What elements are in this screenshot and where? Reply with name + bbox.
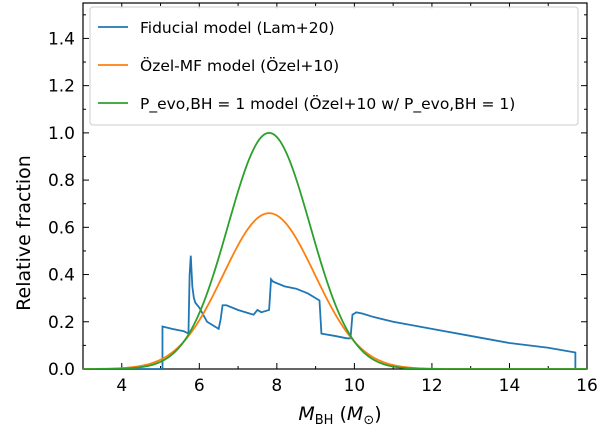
legend: Fiducial model (Lam+20) Özel-MF model (Öz… xyxy=(89,6,579,126)
y-tick-label: 1.4 xyxy=(48,29,75,49)
x-tick-label: 14 xyxy=(499,376,521,396)
series-layer xyxy=(83,131,587,369)
legend-entry-2: Özel-MF model (Özel+10) xyxy=(140,56,339,75)
y-axis-label: Relative fraction xyxy=(13,155,35,311)
y-tick-label: 0.2 xyxy=(48,313,75,333)
y-tick-label: 1.0 xyxy=(48,124,75,144)
x-tick-label: 12 xyxy=(421,376,443,396)
x-tick-label: 10 xyxy=(344,376,366,396)
y-tick-label: 0.8 xyxy=(48,171,75,191)
series-line-2 xyxy=(83,212,587,369)
y-tick-label: 1.2 xyxy=(48,77,75,97)
x-tick-label: 16 xyxy=(576,376,598,396)
x-axis-label: MBH (M⊙) xyxy=(298,403,381,428)
y-tick-label: 0.0 xyxy=(48,360,75,380)
x-tick-label: 6 xyxy=(194,376,205,396)
legend-entry-3: P_evo,BH = 1 model (Özel+10 w/ P_evo,BH … xyxy=(140,94,515,114)
plot-frame xyxy=(82,2,588,370)
legend-entry-1: Fiducial model (Lam+20) xyxy=(140,19,335,37)
y-tick-label: 0.6 xyxy=(48,218,75,238)
series-line-1 xyxy=(83,255,577,369)
series-line-3 xyxy=(83,131,587,369)
x-tick-label: 4 xyxy=(116,376,127,396)
y-tick-label: 0.4 xyxy=(48,266,75,286)
axes: 4 6 8 10 12 14 16 0.0 0.2 0.4 0.6 0.8 1.0 1.2 1.4 xyxy=(48,2,598,396)
legend-box xyxy=(89,6,579,126)
x-tick-label: 8 xyxy=(271,376,282,396)
